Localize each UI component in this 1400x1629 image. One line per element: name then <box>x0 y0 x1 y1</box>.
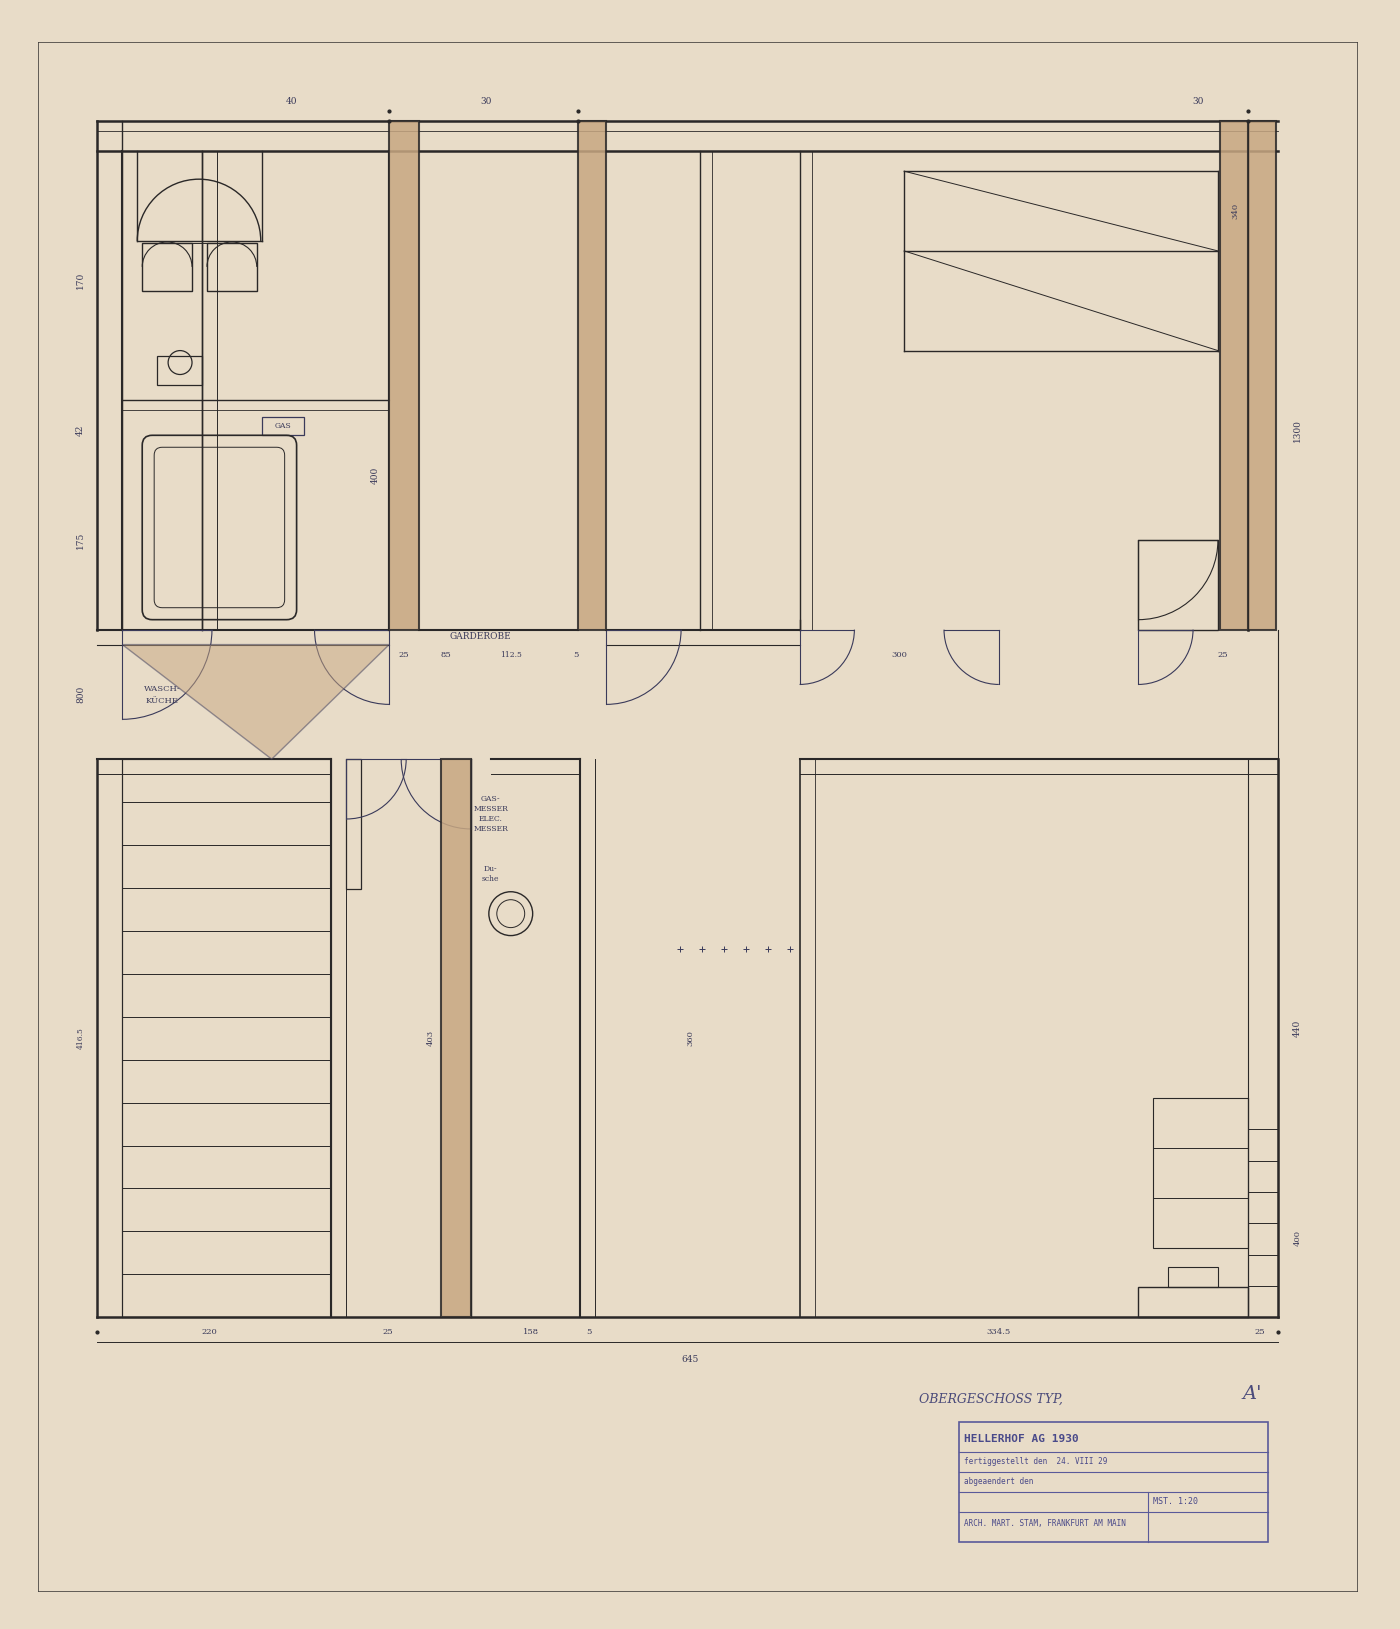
Bar <box>389 122 419 630</box>
Text: 40: 40 <box>286 98 297 106</box>
Text: 5: 5 <box>573 650 578 658</box>
Text: 300: 300 <box>892 650 907 658</box>
Text: abgeaendert den: abgeaendert den <box>965 1478 1033 1486</box>
Text: OBERGESCHOSS TYP,: OBERGESCHOSS TYP, <box>920 1393 1063 1406</box>
Text: 403: 403 <box>427 1030 435 1046</box>
Text: MESSER: MESSER <box>473 805 508 813</box>
Text: ARCH. MART. STAM, FRANKFURT AM MAIN: ARCH. MART. STAM, FRANKFURT AM MAIN <box>965 1520 1126 1528</box>
Text: 340: 340 <box>1232 204 1240 220</box>
Text: ELEC.: ELEC. <box>479 814 503 823</box>
Bar <box>959 1422 1268 1541</box>
Text: 400: 400 <box>371 466 379 484</box>
Text: 25: 25 <box>1254 1328 1266 1336</box>
Bar <box>157 355 202 386</box>
Bar <box>1138 1287 1247 1318</box>
Text: 25: 25 <box>384 1328 393 1336</box>
Bar <box>1138 539 1218 630</box>
Text: 360: 360 <box>686 1030 694 1046</box>
Text: 112.5: 112.5 <box>500 650 522 658</box>
Bar <box>441 759 470 1318</box>
Text: 175: 175 <box>76 531 85 549</box>
Text: GARDEROBE: GARDEROBE <box>449 632 512 642</box>
Text: A': A' <box>1243 1385 1263 1403</box>
Text: 85: 85 <box>441 650 451 658</box>
Text: fertiggestellt den  24. VIII 29: fertiggestellt den 24. VIII 29 <box>965 1458 1107 1466</box>
Text: 800: 800 <box>76 686 85 704</box>
Text: 416.5: 416.5 <box>77 1028 84 1049</box>
Polygon shape <box>122 645 389 759</box>
Text: 400: 400 <box>1294 1230 1302 1246</box>
Text: 334.5: 334.5 <box>987 1328 1011 1336</box>
Text: GAS-: GAS- <box>482 795 501 803</box>
Bar <box>1219 122 1247 630</box>
Text: 440: 440 <box>1294 1020 1302 1038</box>
Text: sche: sche <box>482 875 500 883</box>
Text: HELLERHOF AG 1930: HELLERHOF AG 1930 <box>965 1434 1078 1443</box>
Bar <box>346 759 361 889</box>
Text: 220: 220 <box>202 1328 217 1336</box>
Bar <box>122 759 332 1318</box>
Text: MST. 1:20: MST. 1:20 <box>1154 1497 1198 1507</box>
Text: 5: 5 <box>585 1328 591 1336</box>
Text: 645: 645 <box>682 1355 699 1363</box>
Text: Du-: Du- <box>484 865 497 873</box>
Bar <box>1168 1267 1218 1287</box>
Text: 1300: 1300 <box>1294 419 1302 441</box>
Text: 30: 30 <box>1193 98 1204 106</box>
Text: MESSER: MESSER <box>473 824 508 832</box>
Bar <box>262 417 304 435</box>
Text: GAS: GAS <box>274 422 291 430</box>
Text: 25: 25 <box>399 650 409 658</box>
Text: KÜCHE: KÜCHE <box>146 697 179 705</box>
Bar <box>143 243 192 292</box>
Text: 30: 30 <box>480 98 491 106</box>
Bar <box>1154 1098 1247 1248</box>
Bar <box>1247 122 1275 630</box>
Bar <box>578 122 606 630</box>
Text: WASCH-: WASCH- <box>144 686 181 694</box>
Text: 42: 42 <box>76 425 85 437</box>
Text: 25: 25 <box>1218 650 1228 658</box>
Text: 158: 158 <box>522 1328 539 1336</box>
Bar <box>207 243 256 292</box>
Text: 170: 170 <box>76 272 85 290</box>
